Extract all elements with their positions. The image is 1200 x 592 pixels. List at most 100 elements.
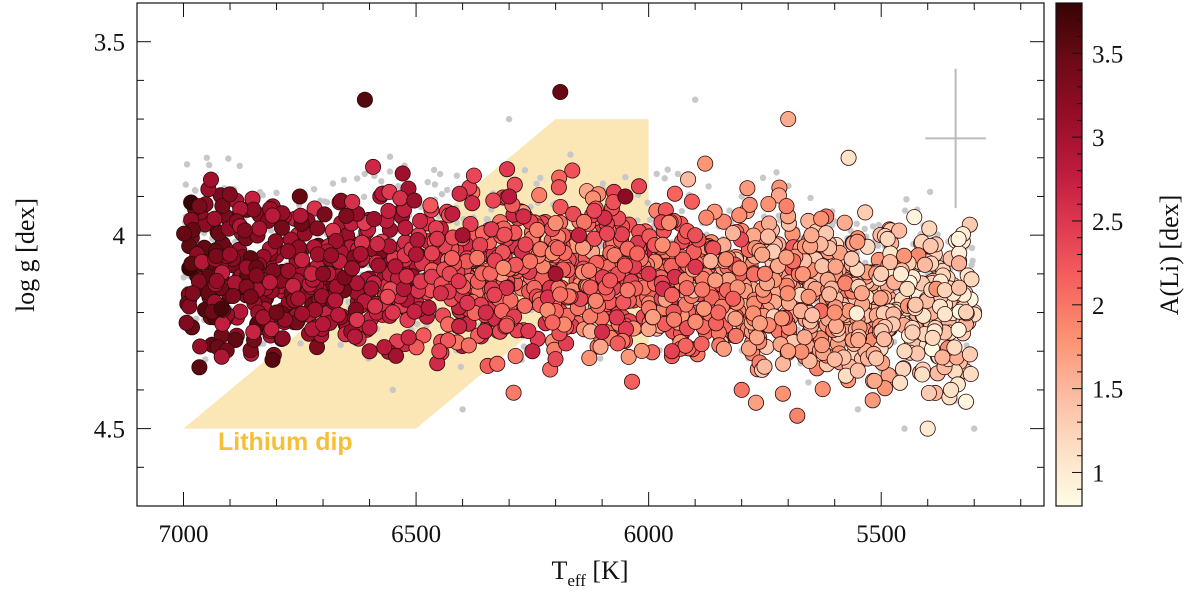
data-point <box>756 358 773 375</box>
data-point <box>323 247 340 264</box>
data-point <box>698 209 715 226</box>
data-point <box>529 221 546 238</box>
data-point <box>346 328 363 345</box>
bg-point <box>329 180 337 187</box>
data-point <box>264 351 281 368</box>
data-point <box>675 251 692 268</box>
bg-point <box>875 221 882 229</box>
bg-point <box>901 425 908 432</box>
data-point <box>687 313 704 330</box>
bg-point <box>459 406 466 413</box>
bg-point <box>854 406 862 413</box>
data-point <box>581 262 598 279</box>
li-points <box>176 84 983 437</box>
data-point <box>733 381 750 398</box>
data-point <box>683 193 700 210</box>
bg-point <box>647 216 654 223</box>
data-point <box>520 322 537 339</box>
data-point <box>821 286 838 303</box>
data-point <box>934 349 951 366</box>
data-point <box>214 315 231 332</box>
data-point <box>739 180 756 197</box>
data-point <box>193 253 210 270</box>
data-point <box>780 111 797 128</box>
data-point <box>267 233 284 250</box>
data-point <box>749 329 766 346</box>
data-point <box>581 349 598 366</box>
data-point <box>958 304 975 321</box>
data-point <box>687 258 704 275</box>
data-point <box>294 251 311 268</box>
data-point <box>609 335 626 352</box>
data-point <box>624 373 641 390</box>
bg-point <box>259 192 266 199</box>
data-point <box>715 340 732 357</box>
bg-point <box>773 169 780 176</box>
data-point <box>876 331 893 348</box>
data-point <box>221 186 238 203</box>
data-point <box>661 214 678 231</box>
data-point <box>280 262 297 279</box>
data-point <box>920 384 937 401</box>
data-point <box>895 360 912 377</box>
bg-point <box>483 215 490 223</box>
data-point <box>420 299 437 316</box>
data-point <box>225 287 242 304</box>
data-point <box>961 346 978 363</box>
data-point <box>507 347 524 364</box>
data-point <box>397 219 414 236</box>
data-point <box>376 339 393 356</box>
data-point <box>826 304 843 321</box>
data-point <box>950 321 967 338</box>
bg-point <box>926 188 934 196</box>
data-point <box>848 305 865 322</box>
data-point <box>663 343 680 360</box>
data-point <box>214 197 231 214</box>
colorbar-tick-label: 2 <box>1092 293 1105 320</box>
data-point <box>924 329 941 346</box>
data-point <box>678 280 695 297</box>
data-point <box>741 196 758 213</box>
data-point <box>517 236 534 253</box>
data-point <box>587 292 604 309</box>
data-point <box>379 288 396 305</box>
bg-point <box>705 183 712 190</box>
data-point <box>344 193 361 210</box>
data-point <box>242 288 259 305</box>
lithium-dip-label: Lithium dip <box>218 428 353 456</box>
data-point <box>178 314 195 331</box>
colorbar-title: A(Li) [dex] <box>1155 195 1184 316</box>
data-point <box>728 327 745 344</box>
x-tick-label: 6000 <box>624 521 674 548</box>
data-point <box>515 208 532 225</box>
data-point <box>348 311 365 328</box>
data-point <box>208 247 225 264</box>
data-point <box>431 343 448 360</box>
data-point <box>361 343 378 360</box>
bg-point <box>692 96 699 103</box>
data-point <box>268 304 285 321</box>
plot-frame <box>136 2 1045 507</box>
bg-point <box>438 191 446 198</box>
y-tick-label: 4.5 <box>94 417 125 444</box>
bg-point <box>297 340 304 347</box>
data-point <box>406 303 423 320</box>
data-point <box>906 209 923 226</box>
data-point <box>687 227 704 244</box>
data-point <box>176 225 193 242</box>
bg-point <box>726 207 733 214</box>
data-point <box>352 245 369 262</box>
data-point <box>629 245 646 262</box>
data-point <box>221 246 238 263</box>
data-point <box>773 310 790 327</box>
data-point <box>774 385 791 402</box>
data-point <box>315 316 332 333</box>
data-point <box>907 296 924 313</box>
data-point <box>338 207 355 224</box>
data-point <box>406 192 423 209</box>
data-point <box>498 317 515 334</box>
data-point <box>208 272 225 289</box>
data-point <box>392 190 409 207</box>
data-point <box>814 337 831 354</box>
data-point <box>951 279 968 296</box>
